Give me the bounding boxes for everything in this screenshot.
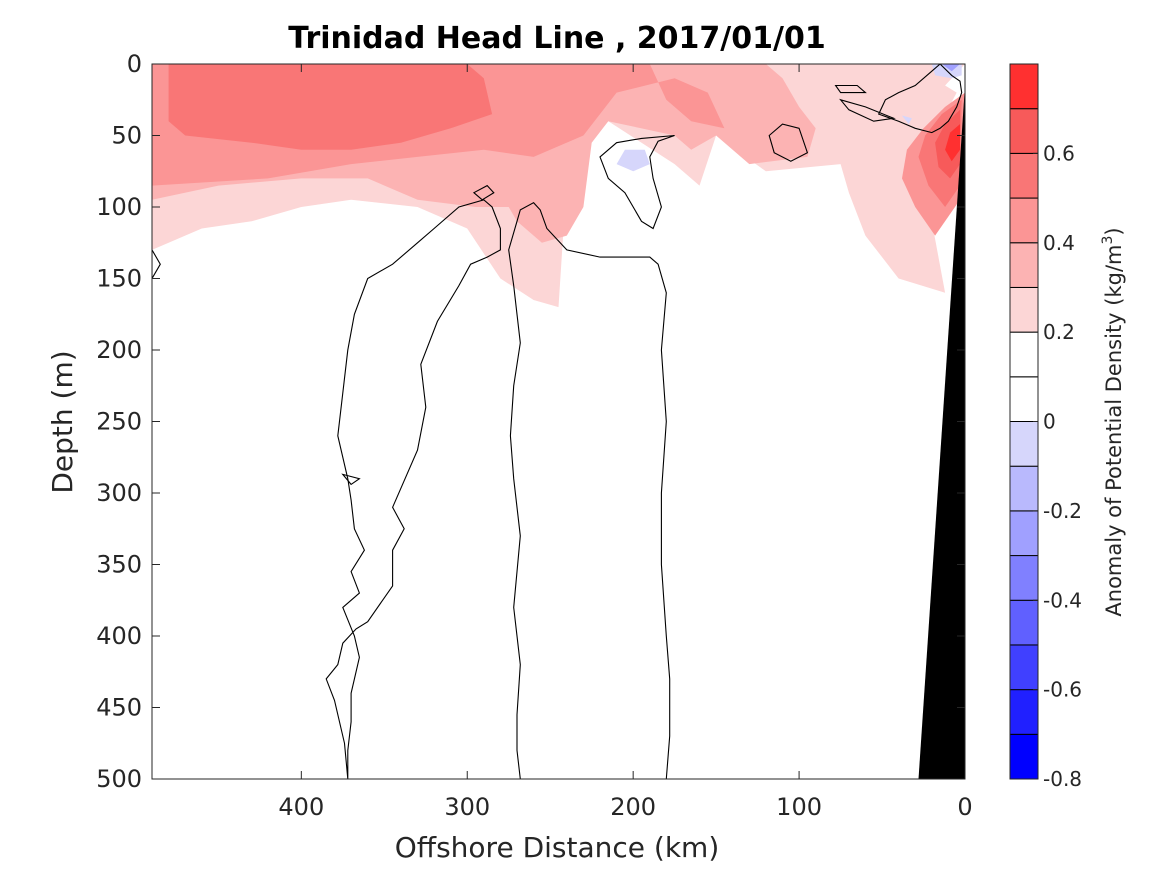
zero-contour-6	[839, 98, 896, 122]
colorbar-segment	[1009, 108, 1039, 154]
x-tick-label: 100	[776, 793, 822, 821]
colorbar-segment	[1009, 286, 1039, 333]
colorbar-segment	[1009, 510, 1039, 557]
zero-contour-3	[472, 184, 495, 201]
y-tick-label: 300	[96, 479, 142, 507]
colorbar-tick-label: -0.4	[1043, 588, 1082, 612]
anomaly-region-3	[168, 64, 493, 150]
colorbar-tick-label: -0.2	[1043, 499, 1082, 523]
colorbar-segment	[1009, 152, 1039, 199]
colorbar-tick-label: 0.2	[1043, 320, 1075, 344]
colorbar-segment	[1009, 242, 1039, 288]
colorbar-segment	[1009, 689, 1039, 735]
colorbar-tick-label: 0.6	[1043, 141, 1075, 165]
colorbar-segment	[1009, 644, 1039, 691]
zero-contour-0	[325, 199, 501, 779]
y-tick-label: 0	[127, 50, 142, 78]
y-tick-label: 400	[96, 622, 142, 650]
y-axis-label: Depth (m)	[46, 350, 79, 493]
colorbar-label: Anomaly of Potential Density (kg/m3)	[1100, 227, 1126, 616]
colorbar-segment	[1009, 465, 1039, 512]
zero-contour-2	[341, 473, 361, 486]
x-axis: 400 300 200 100 0	[278, 64, 973, 821]
x-tick-label: 200	[610, 793, 656, 821]
colorbar-label-close: )	[1102, 227, 1126, 235]
x-tick-label: 400	[278, 793, 324, 821]
zero-contour-8	[877, 64, 963, 134]
colorbar-label-main: Anomaly of Potential Density (kg/m	[1102, 245, 1126, 617]
y-tick-label: 450	[96, 694, 142, 722]
zero-contour-7	[834, 84, 867, 94]
colorbar-tick-label: 0	[1043, 410, 1056, 434]
anomaly-region-7	[945, 124, 960, 162]
y-tick-label: 150	[96, 265, 142, 293]
zero-contour-5	[768, 123, 809, 162]
colorbar-segment	[1009, 421, 1039, 467]
zero-contour-9	[152, 248, 161, 280]
y-tick-label: 100	[96, 193, 142, 221]
x-axis-label: Offshore Distance (km)	[395, 831, 720, 864]
anomaly-region-8	[616, 149, 650, 172]
plot-area	[152, 64, 965, 779]
anomaly-region-10	[902, 115, 912, 125]
colorbar-segment	[1009, 63, 1039, 110]
colorbar-axis: -0.8 -0.6 -0.4 -0.2 0 0.2 0.4 0.6	[1033, 141, 1082, 791]
y-tick-label: 200	[96, 336, 142, 364]
zero-contour-1	[508, 202, 671, 779]
colorbar-segment	[1009, 331, 1039, 378]
colorbar-segment	[1009, 376, 1039, 422]
colorbar-segment	[1009, 555, 1039, 601]
y-tick-label: 350	[96, 551, 142, 579]
chart-title: Trinidad Head Line , 2017/01/01	[288, 21, 825, 56]
x-tick-label: 300	[444, 793, 490, 821]
colorbar	[1009, 63, 1039, 780]
x-tick-label: 0	[957, 793, 972, 821]
colorbar-label-sup: 3	[1100, 236, 1116, 245]
colorbar-tick-label: -0.8	[1043, 767, 1082, 791]
colorbar-tick-label: 0.4	[1043, 231, 1075, 255]
anomaly-region-11	[941, 64, 960, 72]
colorbar-tick-label: -0.6	[1043, 678, 1082, 702]
y-tick-label: 50	[111, 122, 142, 150]
colorbar-segment	[1009, 197, 1039, 244]
bathymetry	[918, 85, 965, 779]
y-tick-label: 500	[96, 765, 142, 793]
y-tick-label: 250	[96, 408, 142, 436]
colorbar-segment	[1009, 599, 1039, 646]
colorbar-segment	[1009, 733, 1039, 780]
zero-contour-4	[599, 134, 675, 230]
y-axis: 0 50 100 150 200 250 300 350 400 450 500	[96, 50, 965, 793]
